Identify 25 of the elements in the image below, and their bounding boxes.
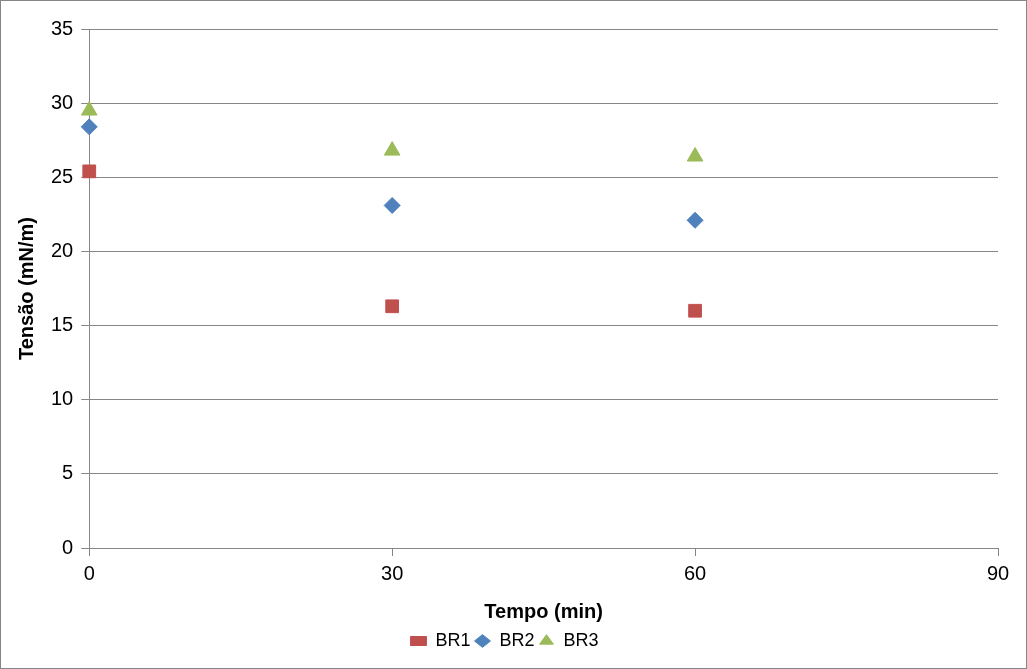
point [80, 118, 98, 136]
point [80, 101, 98, 116]
x-tick-label: 30 [381, 561, 404, 584]
point [686, 211, 704, 229]
legend-label: BR2 [499, 629, 535, 650]
point [383, 141, 401, 156]
x-tick-label: 0 [83, 561, 95, 584]
x-tick-label: 90 [986, 561, 1010, 584]
y-tick-label: 25 [51, 164, 74, 187]
y-tick-label: 5 [62, 461, 74, 484]
legend-label: BR3 [563, 629, 599, 650]
point [385, 299, 400, 314]
y-tick-label: 35 [51, 16, 74, 39]
y-tick-label: 0 [62, 535, 74, 558]
x-axis-title: Tempo (min) [484, 599, 603, 622]
point [383, 196, 401, 214]
point [686, 147, 704, 162]
y-tick-label: 15 [51, 313, 74, 336]
legend-label: BR1 [435, 629, 471, 650]
y-tick-label: 10 [51, 387, 74, 410]
y-axis-title: Tensão (mN/m) [14, 217, 37, 360]
y-tick-label: 20 [51, 238, 74, 261]
y-tick-label: 30 [51, 90, 74, 113]
x-tick-label: 60 [683, 561, 707, 584]
point [688, 303, 702, 318]
